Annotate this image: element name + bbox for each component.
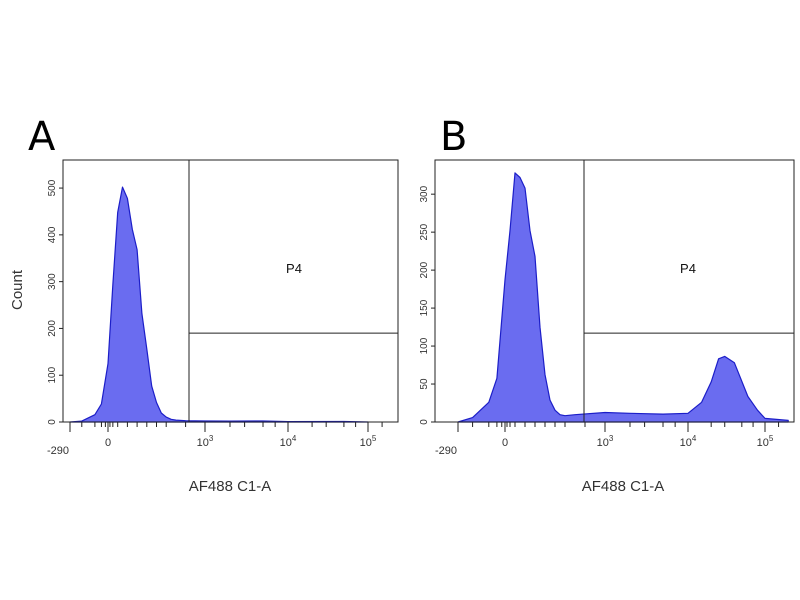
x-tick-label: 0 bbox=[105, 437, 111, 449]
x-tick-label: -290 bbox=[435, 445, 457, 457]
histogram-area bbox=[457, 172, 789, 423]
y-tick-label: 200 bbox=[419, 261, 430, 278]
x-tick-exponent: 3 bbox=[209, 434, 214, 443]
x-tick-base: 10 bbox=[360, 437, 372, 449]
x-axis-title: AF488 C1-A bbox=[189, 478, 272, 495]
y-tick-label: 150 bbox=[419, 299, 430, 316]
y-tick-label: 200 bbox=[47, 320, 58, 337]
gate-label-p4: P4 bbox=[286, 261, 302, 276]
y-axis-title: Count bbox=[9, 269, 26, 310]
x-tick-label: 104 bbox=[280, 434, 297, 449]
histogram-area bbox=[69, 186, 369, 423]
y-tick-label: 0 bbox=[419, 419, 430, 425]
x-tick-base: 10 bbox=[757, 437, 769, 449]
y-tick-label: 50 bbox=[419, 378, 430, 390]
y-tick-label: 100 bbox=[419, 337, 430, 354]
x-tick-exponent: 5 bbox=[769, 434, 774, 443]
x-tick-exponent: 3 bbox=[609, 434, 614, 443]
x-tick-label: 103 bbox=[597, 434, 614, 449]
gate-label-p4: P4 bbox=[680, 261, 696, 276]
y-tick-label: 300 bbox=[419, 185, 430, 202]
x-tick-label: 103 bbox=[197, 434, 214, 449]
y-tick-label: 500 bbox=[47, 179, 58, 196]
panel-label: A bbox=[28, 114, 56, 160]
plot-frame bbox=[62, 159, 399, 423]
x-tick-base: 10 bbox=[197, 437, 209, 449]
x-axis-title: AF488 C1-A bbox=[582, 478, 665, 495]
x-tick-base: 10 bbox=[597, 437, 609, 449]
x-tick-label: 104 bbox=[680, 434, 697, 449]
panel-label: B bbox=[440, 114, 467, 160]
y-tick-label: 0 bbox=[47, 419, 58, 425]
y-tick-label: 250 bbox=[419, 223, 430, 240]
x-tick-label: 0 bbox=[502, 437, 508, 449]
x-tick-label: 105 bbox=[360, 434, 377, 449]
x-tick-label: 105 bbox=[757, 434, 774, 449]
plot-frame bbox=[434, 159, 795, 423]
x-tick-base: 10 bbox=[680, 437, 692, 449]
y-tick-label: 400 bbox=[47, 226, 58, 243]
y-tick-label: 300 bbox=[47, 273, 58, 290]
x-tick-exponent: 5 bbox=[372, 434, 377, 443]
x-tick-exponent: 4 bbox=[692, 434, 697, 443]
y-tick-label: 100 bbox=[47, 366, 58, 383]
x-tick-label: -290 bbox=[47, 445, 69, 457]
x-tick-exponent: 4 bbox=[292, 434, 297, 443]
x-tick-base: 10 bbox=[280, 437, 292, 449]
